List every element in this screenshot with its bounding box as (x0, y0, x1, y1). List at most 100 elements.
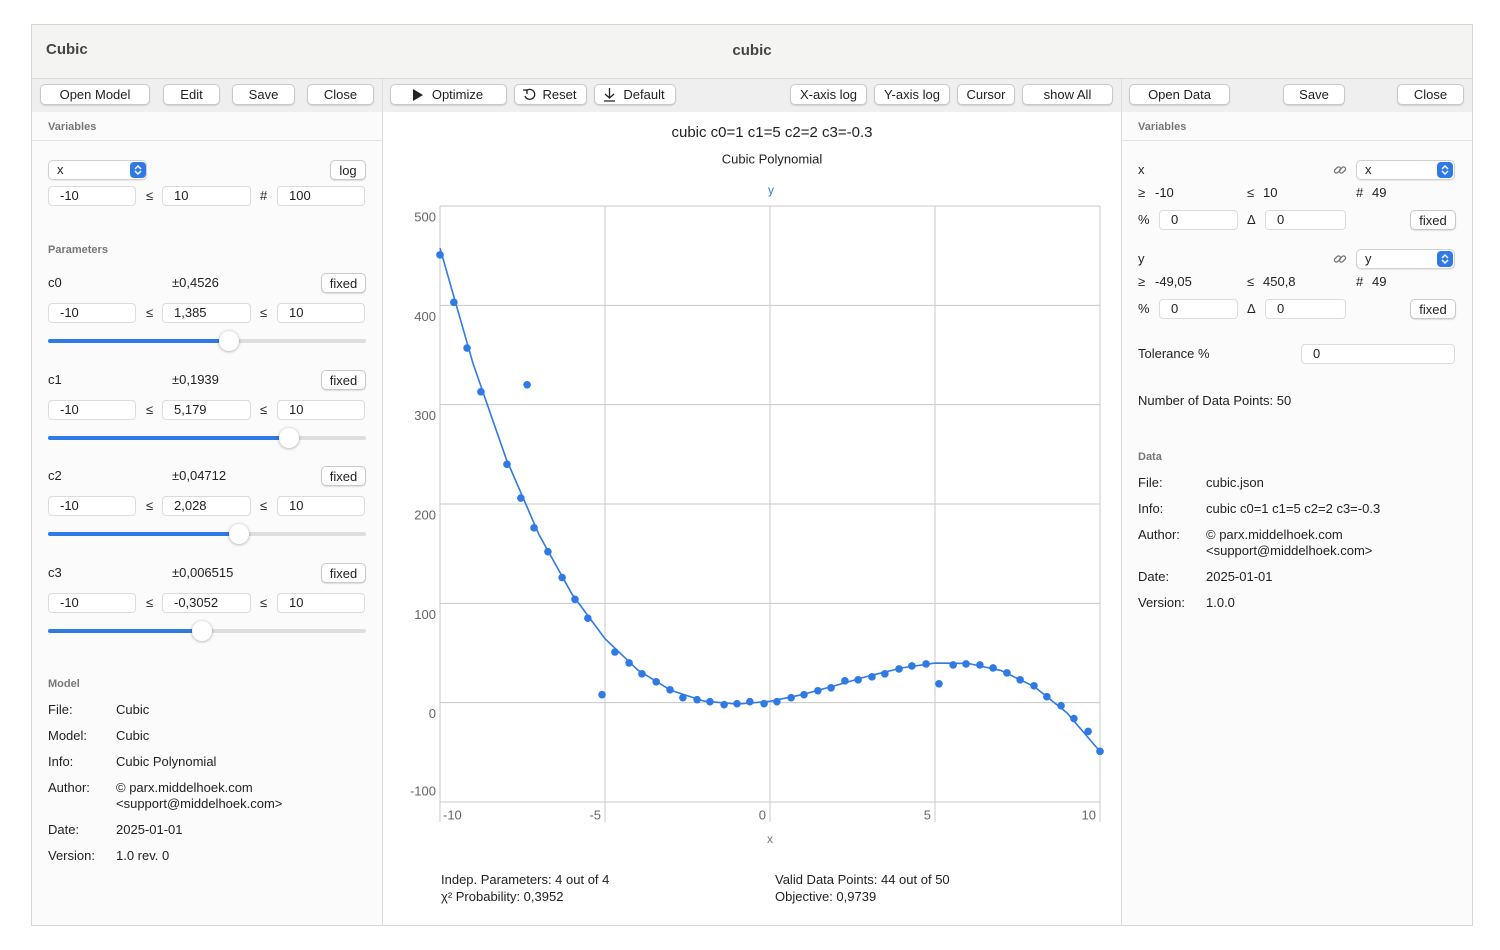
button[interactable]: log (330, 160, 366, 180)
button[interactable]: Y-axis log (874, 84, 950, 105)
parameter-error: ±0,1939 (172, 371, 219, 387)
text-field[interactable]: 100 (277, 186, 365, 206)
x-tick-label: -10 (443, 807, 462, 822)
variable-name: y (1138, 251, 1145, 266)
text-field[interactable]: -10 (48, 592, 136, 613)
symbol: ≤ (260, 401, 268, 417)
symbol: Δ (1247, 212, 1256, 227)
data-point (523, 381, 531, 389)
button[interactable]: Close (1397, 84, 1464, 105)
button[interactable]: Close (307, 84, 374, 105)
y-tick-label: 400 (414, 309, 436, 324)
text-field[interactable]: 10 (277, 303, 365, 323)
separator (32, 140, 382, 141)
info-value: 1.0.0 (1206, 595, 1235, 610)
info-label: Version: (48, 848, 95, 863)
button[interactable]: fixed (321, 369, 366, 390)
slider-thumb[interactable] (192, 620, 213, 641)
statistic: Indep. Parameters: 4 out of 4 (441, 872, 610, 887)
parameter-error: ±0,006515 (172, 564, 234, 580)
info-value: Cubic (116, 728, 150, 743)
button[interactable]: X-axis log (790, 84, 867, 105)
fit-line (439, 247, 1101, 753)
text-field[interactable]: 10 (277, 399, 365, 420)
info-value: cubic c0=1 c1=5 c2=2 c3=-0.3 (1206, 501, 1381, 516)
select[interactable]: x (1356, 160, 1455, 180)
button[interactable]: Save (232, 84, 295, 105)
button[interactable]: fixed (321, 466, 366, 486)
symbol: ≤ (146, 401, 154, 417)
slider-fill (48, 628, 203, 633)
x-tick-label: 0 (759, 807, 766, 822)
select[interactable]: x (48, 160, 147, 180)
info-value: 2025-01-01 (116, 822, 183, 837)
x-tick-label: 5 (924, 807, 931, 822)
y-tick-label: -100 (410, 783, 436, 798)
download-icon (602, 87, 617, 102)
stepper (1437, 251, 1453, 267)
slider-thumb[interactable] (279, 427, 300, 448)
symbol: ≤ (260, 498, 268, 513)
y-axis-label: y (768, 183, 774, 197)
button[interactable]: Open Data (1129, 84, 1230, 105)
data-point (611, 648, 619, 656)
y-tick-label: 500 (414, 209, 436, 224)
button[interactable]: show All (1022, 84, 1113, 105)
text-field[interactable]: 0 (1301, 344, 1455, 364)
slider-thumb[interactable] (229, 524, 250, 544)
text-field[interactable]: 1,385 (162, 303, 251, 323)
info-value: © parx.middelhoek.com (116, 780, 253, 795)
range-min: -10 (1155, 185, 1174, 200)
button[interactable]: Reset (514, 84, 587, 105)
select[interactable]: y (1356, 249, 1455, 269)
app-name: Cubic (46, 41, 88, 58)
symbol: # (1356, 274, 1364, 289)
heading: Variables (48, 121, 97, 133)
button[interactable]: fixed (1410, 210, 1456, 230)
text-field[interactable]: 2,028 (162, 496, 251, 516)
text-field[interactable]: -0,3052 (162, 592, 251, 613)
button[interactable]: fixed (321, 273, 366, 293)
info-label: File: (48, 702, 73, 717)
variable-name: x (1138, 162, 1145, 177)
heading: Data (1138, 451, 1162, 463)
window (31, 24, 1473, 926)
link-icon (1333, 252, 1347, 266)
symbol: ≤ (1247, 274, 1255, 289)
button[interactable]: Edit (163, 84, 220, 105)
button[interactable]: Save (1283, 84, 1345, 105)
parameter-error: ±0,04712 (172, 468, 227, 483)
button[interactable]: Default (594, 84, 676, 105)
text-field[interactable]: 10 (162, 186, 251, 206)
symbol: ≤ (146, 188, 154, 203)
info-value: 2025-01-01 (1206, 569, 1273, 584)
data-point (949, 661, 957, 669)
text-field[interactable]: -10 (48, 186, 136, 206)
info-label: Date: (48, 822, 80, 837)
statistic: Objective: 0,9739 (775, 889, 877, 904)
symbol: ≤ (1247, 185, 1255, 200)
text-field[interactable]: -10 (48, 303, 136, 323)
text-field[interactable]: 0 (1159, 299, 1238, 319)
button[interactable]: Open Model (40, 84, 150, 105)
text-field[interactable]: 0 (1159, 210, 1238, 230)
button[interactable]: Cursor (957, 84, 1015, 105)
text-field[interactable]: 5,179 (162, 399, 251, 420)
button[interactable]: fixed (321, 562, 366, 583)
text-field[interactable]: 10 (277, 592, 365, 613)
info-value: Cubic Polynomial (116, 754, 217, 769)
left-panel (32, 112, 382, 924)
text-field[interactable]: 0 (1265, 210, 1346, 230)
slider-thumb[interactable] (219, 331, 240, 351)
data-point (746, 697, 754, 706)
slider-fill (48, 532, 240, 536)
button[interactable]: Optimize (390, 84, 507, 105)
text-field[interactable]: -10 (48, 496, 136, 516)
button[interactable]: fixed (1410, 299, 1456, 319)
data-points: Number of Data Points: 50 (1138, 393, 1292, 408)
text-field[interactable]: 10 (277, 496, 365, 516)
text-field[interactable]: -10 (48, 399, 136, 420)
point-count: 49 (1372, 274, 1387, 289)
text-field[interactable]: 0 (1265, 299, 1346, 319)
x-axis-label: x (767, 832, 773, 846)
